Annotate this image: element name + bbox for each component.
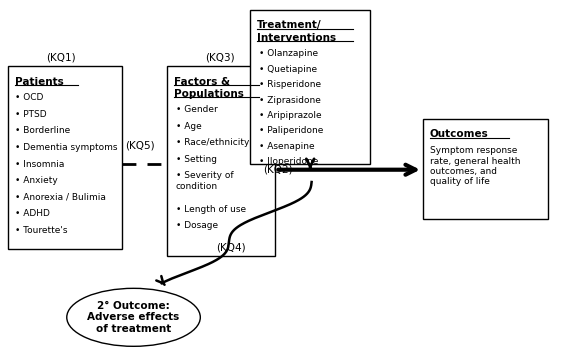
Text: • ADHD: • ADHD xyxy=(15,209,50,218)
Text: • Insomnia: • Insomnia xyxy=(15,160,65,169)
Text: • Aripiprazole: • Aripiprazole xyxy=(259,111,322,120)
Text: • Setting: • Setting xyxy=(176,155,217,164)
Text: • OCD: • OCD xyxy=(15,94,43,102)
Text: • Paliperidone: • Paliperidone xyxy=(259,126,324,136)
Text: • Tourette's: • Tourette's xyxy=(15,226,67,235)
Text: (KQ1): (KQ1) xyxy=(47,52,76,62)
Text: 2° Outcome:
Adverse effects
of treatment: 2° Outcome: Adverse effects of treatment xyxy=(88,301,180,334)
Text: Populations: Populations xyxy=(174,89,243,99)
Text: (KQ5): (KQ5) xyxy=(125,140,155,150)
Text: (KQ4): (KQ4) xyxy=(216,242,246,252)
Text: Interventions: Interventions xyxy=(257,32,336,42)
Text: • Dosage: • Dosage xyxy=(176,221,218,230)
FancyBboxPatch shape xyxy=(167,66,275,256)
Text: Factors &: Factors & xyxy=(174,77,230,87)
Text: • Risperidone: • Risperidone xyxy=(259,80,321,89)
Text: (KQ2): (KQ2) xyxy=(264,165,293,175)
Text: • Severity of
condition: • Severity of condition xyxy=(176,171,233,191)
Text: • Age: • Age xyxy=(176,122,202,131)
Text: • Ziprasidone: • Ziprasidone xyxy=(259,96,321,105)
FancyBboxPatch shape xyxy=(423,119,548,219)
Text: • PTSD: • PTSD xyxy=(15,110,47,119)
FancyBboxPatch shape xyxy=(8,66,123,249)
Text: • Race/ethnicity: • Race/ethnicity xyxy=(176,139,249,147)
Text: • Iloperidone: • Iloperidone xyxy=(259,157,319,166)
Text: • Dementia symptoms: • Dementia symptoms xyxy=(15,143,117,152)
Ellipse shape xyxy=(67,288,200,346)
Text: • Length of use: • Length of use xyxy=(176,205,246,213)
Text: • Quetiapine: • Quetiapine xyxy=(259,65,318,74)
Text: Patients: Patients xyxy=(15,77,64,87)
FancyBboxPatch shape xyxy=(251,10,370,165)
Text: Treatment/: Treatment/ xyxy=(257,20,321,30)
Text: • Anorexia / Bulimia: • Anorexia / Bulimia xyxy=(15,192,106,202)
Text: • Asenapine: • Asenapine xyxy=(259,142,315,151)
Text: • Gender: • Gender xyxy=(176,105,217,114)
Text: • Borderline: • Borderline xyxy=(15,126,70,136)
Text: (KQ3): (KQ3) xyxy=(205,52,234,62)
Text: Symptom response
rate, general health
outcomes, and
quality of life: Symptom response rate, general health ou… xyxy=(429,146,520,186)
Text: • Olanzapine: • Olanzapine xyxy=(259,49,319,58)
Text: • Anxiety: • Anxiety xyxy=(15,176,58,185)
Text: Outcomes: Outcomes xyxy=(429,129,488,139)
